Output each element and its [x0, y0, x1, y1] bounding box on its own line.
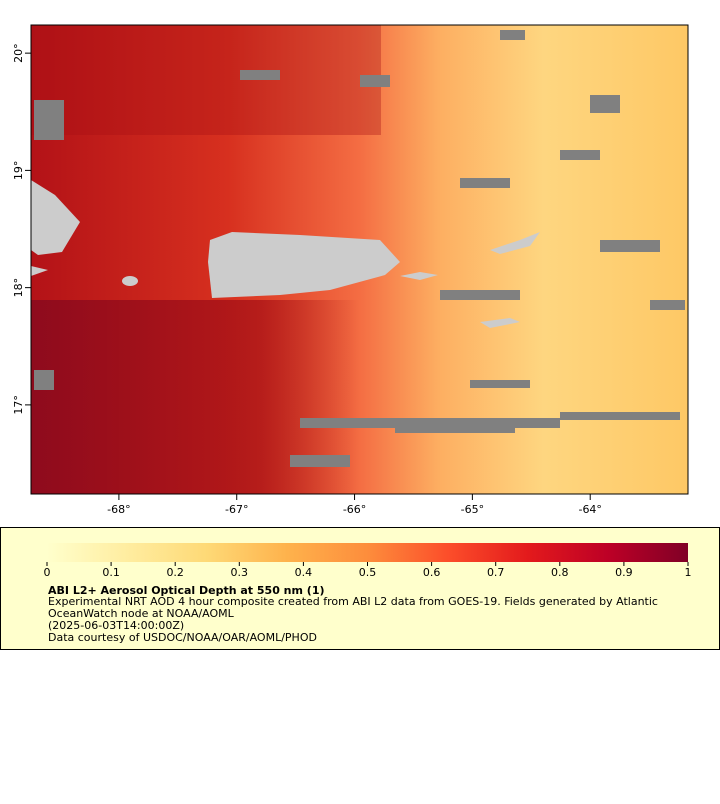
legend-line: Data courtesy of USDOC/NOAA/OAR/AOML/PHO… [48, 631, 317, 644]
aod-field-high [31, 25, 381, 135]
y-tick-label: 18° [12, 278, 25, 298]
colorbar-tick-label: 0.9 [615, 566, 633, 579]
colorbar-tick-label: 0.4 [295, 566, 313, 579]
legend-line: Experimental NRT AOD 4 hour composite cr… [48, 595, 658, 608]
land [31, 180, 540, 328]
x-tick-label: -67° [225, 503, 248, 516]
colorbar-tick-label: 0.8 [551, 566, 569, 579]
y-tick-label: 19° [12, 161, 25, 181]
colorbar-tick-label: 0.7 [487, 566, 505, 579]
colorbar-tick-label: 0.1 [102, 566, 120, 579]
clouds [34, 30, 685, 467]
colorbar-tick-label: 0.2 [166, 566, 184, 579]
colorbar-tick-label: 0.3 [231, 566, 249, 579]
legend-line: OceanWatch node at NOAA/AOML [48, 607, 235, 620]
colorbar-tick-label: 0.6 [423, 566, 441, 579]
colorbar-tick-label: 1 [685, 566, 692, 579]
map-frame [30, 24, 689, 495]
x-tick-label: -66° [343, 503, 366, 516]
colorbar-tick-label: 0.5 [359, 566, 377, 579]
colorbar-tick-label: 0 [44, 566, 51, 579]
x-tick-label: -65° [461, 503, 484, 516]
x-tick-label: -64° [578, 503, 601, 516]
aod-field-high [31, 300, 688, 494]
map [30, 24, 689, 495]
colorbar [47, 543, 688, 562]
y-tick-label: 20° [12, 43, 25, 63]
legend-line: (2025-06-03T14:00:00Z) [48, 619, 184, 632]
legend-title: ABI L2+ Aerosol Optical Depth at 550 nm … [48, 584, 325, 597]
y-tick-label: 17° [12, 395, 25, 415]
x-tick-label: -68° [107, 503, 130, 516]
